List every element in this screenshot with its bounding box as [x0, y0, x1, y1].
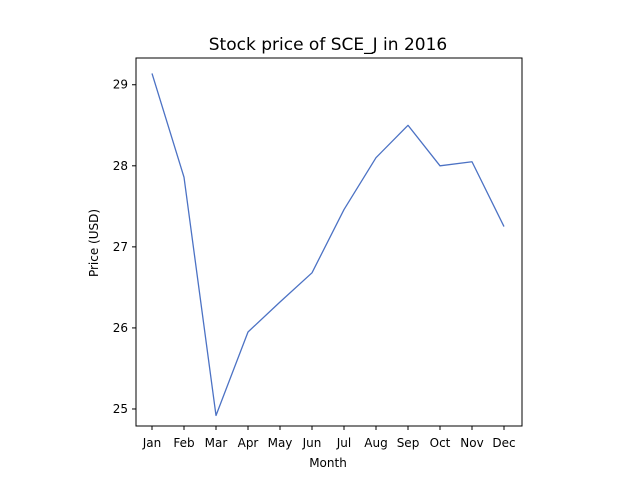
- x-axis: Jan Feb Mar Apr May Jun Jul Aug Sep Oct Nov Dec: [142, 426, 516, 450]
- y-tick-label: 27: [113, 240, 128, 254]
- y-tick-label: 28: [113, 159, 128, 173]
- plot-frame: [135, 57, 523, 427]
- x-axis-label: Month: [309, 456, 347, 470]
- x-tick-label: Feb: [173, 436, 194, 450]
- x-tick-label: Jun: [302, 436, 322, 450]
- y-tick-label: 29: [113, 78, 128, 92]
- x-tick-label: Dec: [492, 436, 515, 450]
- x-tick-label: May: [268, 436, 293, 450]
- y-tick-label: 26: [113, 321, 128, 335]
- y-axis-label: Price (USD): [87, 209, 101, 277]
- chart-title: Stock price of SCE_J in 2016: [209, 35, 447, 55]
- plot-area: 25 26 27 28 29 Jan Feb Mar Apr May Jun Jul Aug Sep Oc…: [113, 57, 523, 450]
- x-tick-label: Oct: [430, 436, 451, 450]
- x-tick-label: Sep: [397, 436, 420, 450]
- y-axis: 25 26 27 28 29: [113, 78, 136, 416]
- series-layer: [151, 73, 505, 417]
- x-tick-label: Nov: [460, 436, 483, 450]
- y-tick-label: 25: [113, 402, 128, 416]
- x-tick-label: Apr: [238, 436, 259, 450]
- x-tick-label: Jan: [142, 436, 162, 450]
- x-tick-label: Aug: [364, 436, 387, 450]
- x-tick-label: Mar: [205, 436, 228, 450]
- series-line-0: [151, 73, 505, 417]
- x-tick-label: Jul: [336, 436, 351, 450]
